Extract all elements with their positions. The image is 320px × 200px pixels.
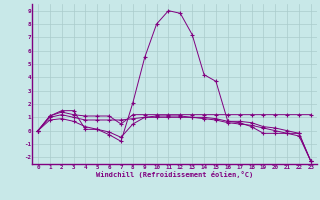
X-axis label: Windchill (Refroidissement éolien,°C): Windchill (Refroidissement éolien,°C): [96, 171, 253, 178]
